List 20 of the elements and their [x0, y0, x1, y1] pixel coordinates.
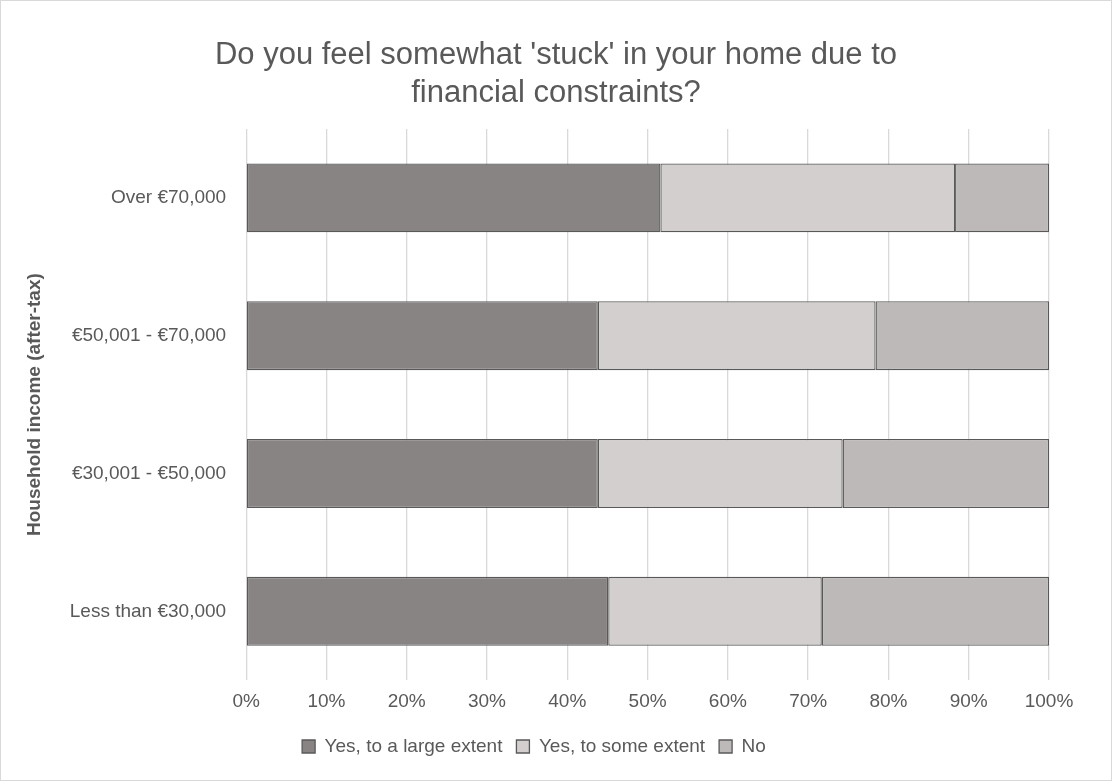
y-tick-label: Over €70,000 — [111, 186, 227, 208]
y-tick-label: €30,001 - €50,000 — [71, 461, 227, 483]
x-tick-label: 50% — [628, 689, 667, 711]
x-tick-label: 10% — [307, 689, 346, 711]
x-tick-label: 30% — [467, 689, 507, 711]
legend-label: Yes, to a large extent — [324, 734, 504, 756]
x-tick-label: 40% — [548, 689, 587, 711]
y-tick-label: €50,001 - €70,000 — [71, 323, 227, 345]
x-tick-label: 0% — [232, 689, 260, 711]
x-tick-label: 20% — [387, 689, 426, 711]
x-tick-label: 90% — [949, 689, 988, 711]
x-tick-label: 70% — [789, 689, 828, 711]
x-tick-label: 60% — [708, 689, 747, 711]
y-axis-title: Household income (after-tax) — [22, 273, 44, 537]
chart-title: Do you feel somewhat 'stuck' in your home due to financial constraints? — [213, 35, 899, 111]
legend-label: Yes, to some extent — [538, 734, 706, 756]
x-tick-label: 100% — [1024, 689, 1074, 711]
legend-label: No — [741, 734, 766, 756]
x-tick-label: 80% — [869, 689, 908, 711]
y-tick-label: Less than €30,000 — [69, 599, 227, 621]
